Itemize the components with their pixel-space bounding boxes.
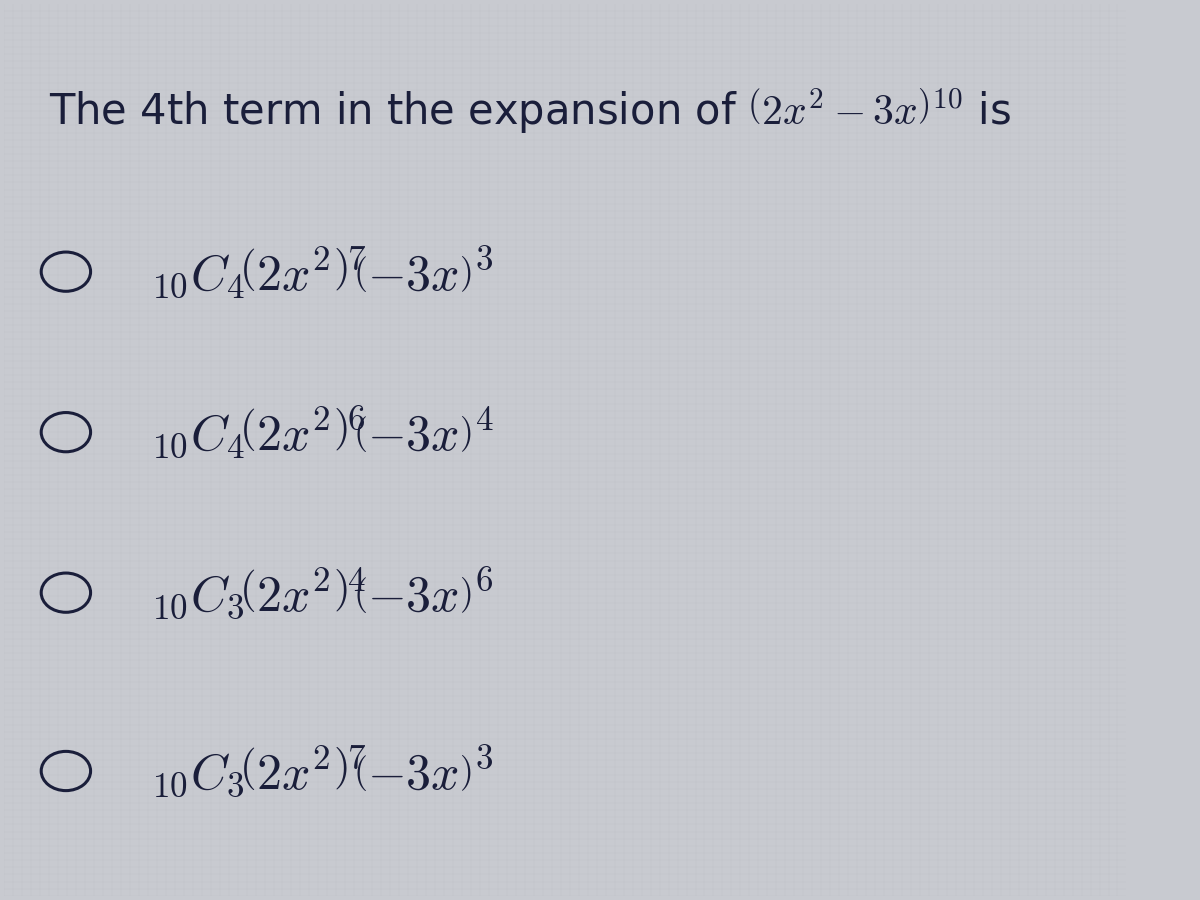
Text: ${}_{10}C_3\!\left(2x^2\right)^{\!4}\!\!\left(-3x\right)^6$: ${}_{10}C_3\!\left(2x^2\right)^{\!4}\!\!… [150,565,493,620]
Text: The 4th term in the expansion of $\left(2x^2 - 3x\right)^{10}$ is: The 4th term in the expansion of $\left(… [49,86,1012,136]
Text: ${}_{10}C_4\!\left(2x^2\right)^{\!7}\!\!\left(-3x\right)^3$: ${}_{10}C_4\!\left(2x^2\right)^{\!7}\!\!… [150,244,493,300]
Text: ${}_{10}C_4\!\left(2x^2\right)^{\!6}\!\!\left(-3x\right)^4$: ${}_{10}C_4\!\left(2x^2\right)^{\!6}\!\!… [150,404,494,460]
Text: ${}_{10}C_3\!\left(2x^2\right)^{\!7}\!\!\left(-3x\right)^3$: ${}_{10}C_3\!\left(2x^2\right)^{\!7}\!\!… [150,743,493,799]
